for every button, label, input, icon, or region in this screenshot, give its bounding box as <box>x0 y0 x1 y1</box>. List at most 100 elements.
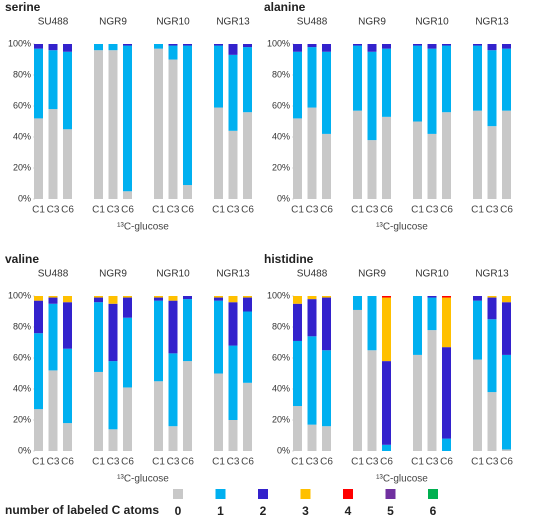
bar-segment <box>108 361 118 430</box>
bar-segment <box>48 303 58 371</box>
group-label: NGR13 <box>475 269 509 280</box>
bar-segment <box>34 296 43 301</box>
chart-title: alanine <box>264 0 306 14</box>
y-tick-label: 20% <box>13 162 31 172</box>
bar-segment <box>243 44 252 48</box>
bar-segment <box>473 44 482 46</box>
x-tick-label: C1 <box>212 205 225 216</box>
bar-segment <box>228 345 238 420</box>
legend-label: 4 <box>345 504 352 518</box>
y-tick-label: 60% <box>13 100 31 110</box>
bar-segment <box>322 296 331 298</box>
bar-segment <box>243 297 252 312</box>
bar-segment <box>63 296 72 303</box>
bar-segment <box>353 110 362 199</box>
bar-segment <box>168 296 178 301</box>
bar-segment <box>413 45 422 122</box>
x-tick-label: C1 <box>351 457 364 468</box>
y-tick-label: 100% <box>267 290 290 300</box>
bar-segment <box>168 300 178 354</box>
y-tick-label: 80% <box>272 321 290 331</box>
bar-segment <box>487 297 497 320</box>
x-tick-label: C6 <box>121 205 134 216</box>
bar-segment <box>228 54 238 131</box>
bar-segment <box>382 361 391 445</box>
y-tick-label: 60% <box>13 352 31 362</box>
bar-segment <box>154 300 163 382</box>
y-tick-label: 40% <box>272 383 290 393</box>
bar-segment <box>108 44 118 51</box>
x-tick-label: C1 <box>411 205 424 216</box>
bar-segment <box>243 296 252 298</box>
bar-segment <box>108 303 118 362</box>
legend-label: 6 <box>430 504 437 518</box>
x-tick-label: C1 <box>291 457 304 468</box>
bar-segment <box>367 296 377 351</box>
group-label: NGR9 <box>358 269 386 280</box>
x-tick-label: C1 <box>291 205 304 216</box>
y-tick-label: 20% <box>13 414 31 424</box>
bar-segment <box>427 296 437 298</box>
legend-label: 2 <box>260 504 267 518</box>
x-tick-label: C6 <box>500 205 513 216</box>
y-tick-label: 60% <box>272 352 290 362</box>
bar-segment <box>63 423 72 451</box>
bar-segment <box>307 299 317 337</box>
x-tick-label: C6 <box>320 205 333 216</box>
bar-segment <box>307 47 317 108</box>
y-tick-label: 60% <box>272 100 290 110</box>
legend-label: 3 <box>302 504 309 518</box>
x-tick-label: C1 <box>351 205 364 216</box>
bar-segment <box>353 44 362 46</box>
x-tick-label: C3 <box>107 205 120 216</box>
x-tick-label: C3 <box>167 205 180 216</box>
bar-segment <box>243 311 252 383</box>
x-tick-label: C3 <box>227 457 240 468</box>
bar-segment <box>108 429 118 451</box>
legend-swatch <box>385 489 396 499</box>
bar-segment <box>413 121 422 199</box>
bar-segment <box>502 449 511 451</box>
bar-segment <box>322 133 331 199</box>
x-tick-label: C3 <box>366 457 379 468</box>
bar-segment <box>108 50 118 200</box>
x-tick-label: C6 <box>61 205 74 216</box>
bar-segment <box>243 112 252 199</box>
bar-segment <box>48 44 58 51</box>
group-label: SU488 <box>297 269 328 280</box>
bar-segment <box>243 47 252 113</box>
y-tick-label: 0% <box>18 445 31 455</box>
x-tick-label: C3 <box>486 457 499 468</box>
bar-segment <box>502 296 511 303</box>
x-tick-label: C1 <box>152 457 165 468</box>
group-label: NGR13 <box>216 269 250 280</box>
bar-segment <box>154 296 163 298</box>
bar-segment <box>442 112 451 199</box>
bar-segment <box>228 44 238 55</box>
bar-segment <box>353 309 362 451</box>
group-label: NGR10 <box>415 17 449 28</box>
bar-segment <box>382 444 391 451</box>
bar-segment <box>123 191 132 199</box>
bar-segment <box>34 44 43 49</box>
x-tick-label: C3 <box>426 205 439 216</box>
x-tick-label: C6 <box>320 457 333 468</box>
bar-segment <box>183 44 192 46</box>
x-tick-label: C3 <box>167 457 180 468</box>
bar-segment <box>94 50 103 200</box>
bar-segment <box>228 130 238 199</box>
bar-segment <box>473 45 482 111</box>
bar-segment <box>367 140 377 199</box>
bar-segment <box>427 44 437 49</box>
bar-segment <box>293 406 302 451</box>
bar-segment <box>94 297 103 303</box>
group-label: NGR9 <box>358 17 386 28</box>
bar-segment <box>293 118 302 199</box>
bar-segment <box>442 296 451 298</box>
bar-segment <box>154 48 163 200</box>
legend-swatch <box>258 489 268 499</box>
bar-segment <box>94 44 103 51</box>
chart-title: serine <box>5 0 41 14</box>
y-tick-label: 100% <box>267 38 290 48</box>
